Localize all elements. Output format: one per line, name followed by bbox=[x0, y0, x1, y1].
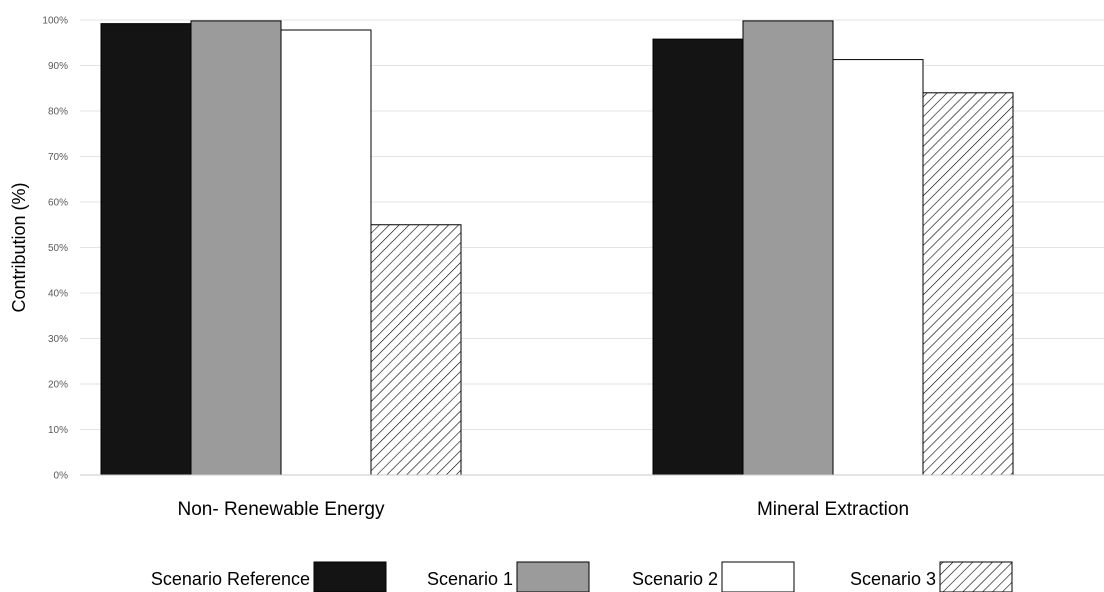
bar bbox=[742, 20, 834, 476]
bar bbox=[100, 23, 192, 476]
bar bbox=[280, 29, 372, 476]
y-tick-label: 40% bbox=[48, 289, 68, 300]
legend-label: Scenario 2 bbox=[632, 569, 718, 589]
legend-label: Scenario 3 bbox=[850, 569, 936, 589]
y-tick-label: 80% bbox=[48, 107, 68, 118]
bar bbox=[832, 59, 924, 476]
bar bbox=[652, 38, 744, 476]
y-tick-label: 100% bbox=[42, 16, 68, 27]
y-tick-label: 70% bbox=[48, 152, 68, 163]
legend-swatch bbox=[313, 561, 387, 592]
legend: Scenario Reference Scenario 1 Scenario 2 Sc… bbox=[151, 561, 1013, 592]
y-tick-label: 50% bbox=[48, 243, 68, 254]
bar bbox=[370, 224, 462, 476]
y-tick-label: 60% bbox=[48, 198, 68, 209]
y-axis-ticks: 0% 10% 20% 30% 40% 50% 60% 70% 80% 90% 100% bbox=[42, 16, 68, 482]
legend-label: Scenario Reference bbox=[151, 569, 310, 589]
y-tick-label: 20% bbox=[48, 380, 68, 391]
category-labels: Non- Renewable Energy Mineral Extraction bbox=[177, 499, 909, 520]
legend-swatch bbox=[516, 561, 590, 592]
y-tick-label: 10% bbox=[48, 425, 68, 436]
bar bbox=[190, 20, 282, 476]
legend-label: Scenario 1 bbox=[427, 569, 513, 589]
legend-swatch bbox=[939, 561, 1013, 592]
category-label: Mineral Extraction bbox=[757, 499, 909, 520]
legend-swatch bbox=[721, 561, 795, 592]
y-tick-label: 30% bbox=[48, 334, 68, 345]
bar bbox=[922, 92, 1014, 476]
y-tick-label: 0% bbox=[54, 471, 69, 482]
y-axis-label: Contribution (%) bbox=[9, 182, 29, 312]
y-tick-label: 90% bbox=[48, 61, 68, 72]
category-label: Non- Renewable Energy bbox=[177, 499, 385, 520]
